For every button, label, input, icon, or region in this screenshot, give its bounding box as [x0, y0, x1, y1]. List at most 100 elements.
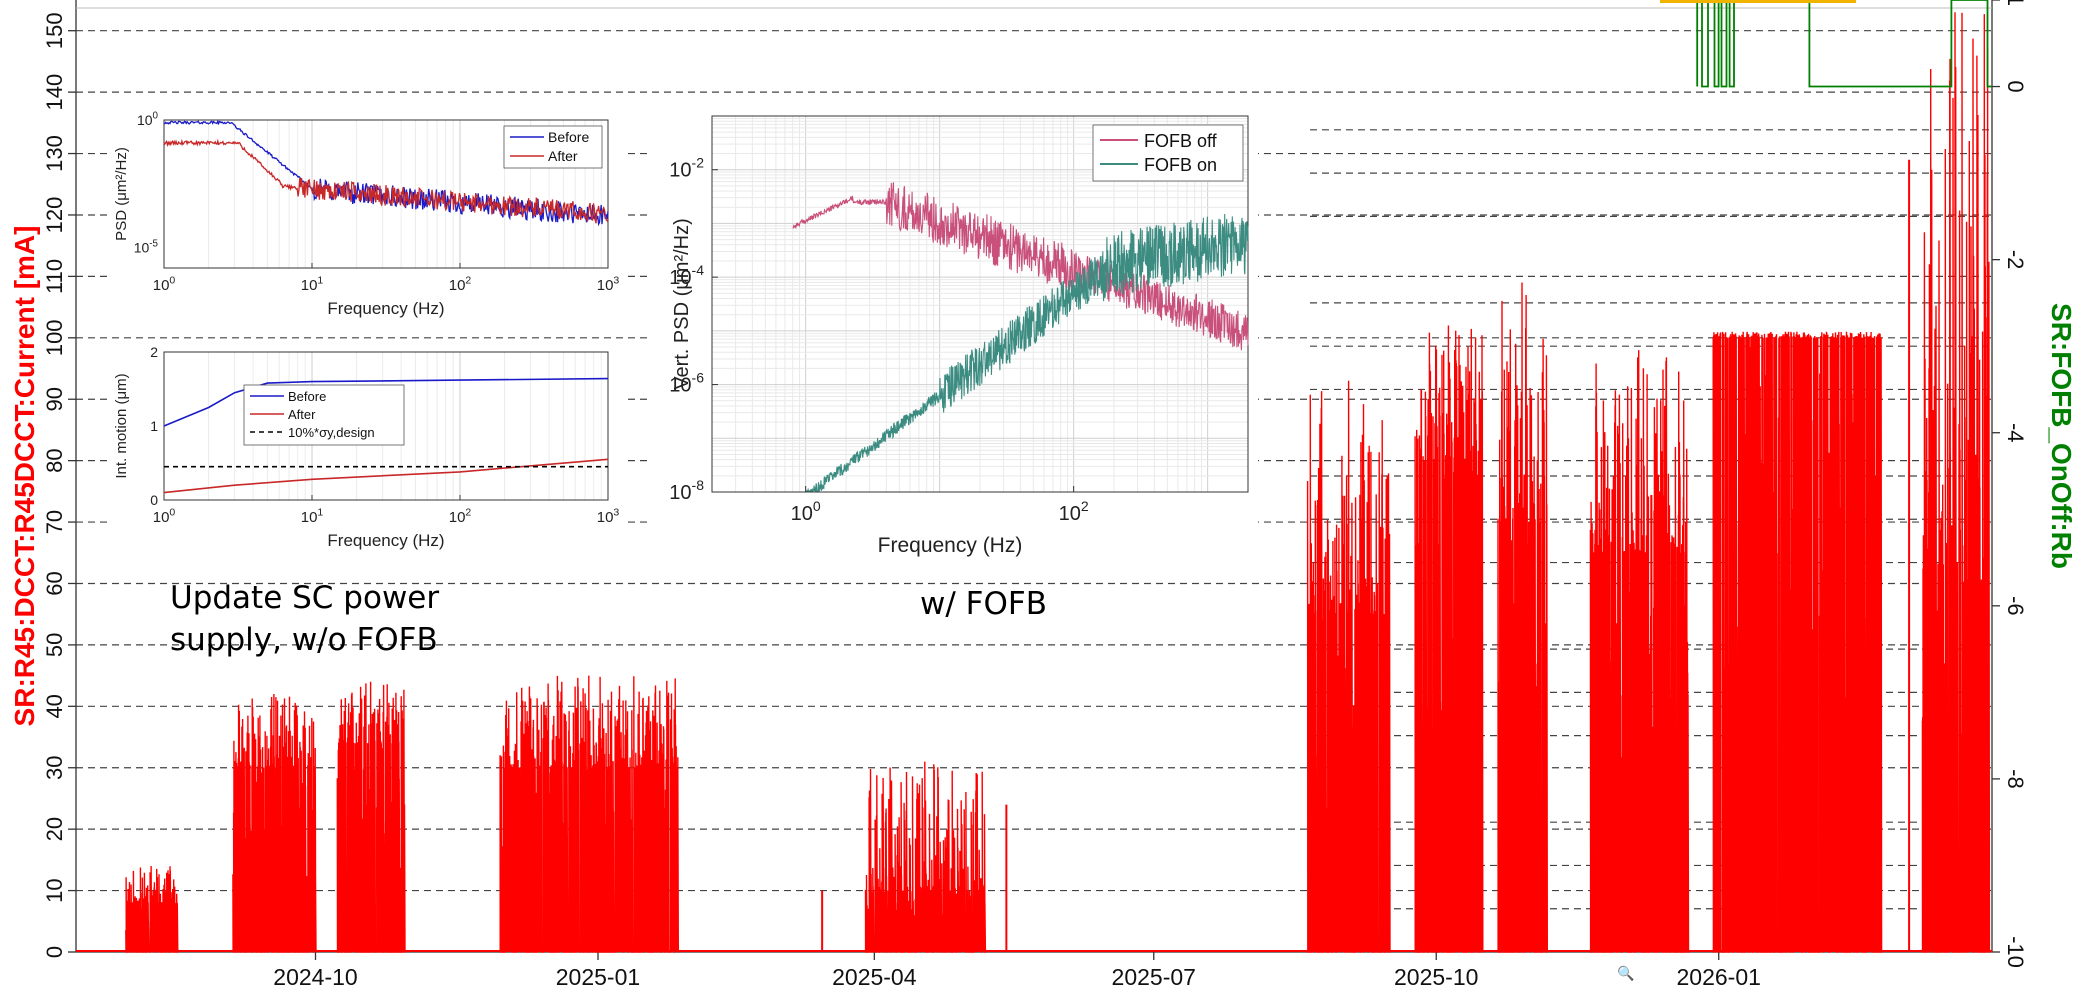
- inset-psd-legend-label: Before: [548, 129, 589, 145]
- inset-vpsd-xlabel: Frequency (Hz): [878, 534, 1023, 557]
- inset-vpsd-ytick-label: 10-4: [669, 262, 704, 289]
- current-segment: [864, 761, 987, 953]
- x-tick-label: 2024-10: [273, 964, 357, 990]
- inset-vpsd-frame: [711, 115, 1249, 493]
- current-segment: [499, 675, 680, 953]
- left-axis-label: SR:R45:DCCT:R45DCCT:Current [mA]: [9, 226, 40, 727]
- x-tick-label: 2025-04: [832, 964, 917, 990]
- inset-vpsd-xtick-label: 102: [1059, 498, 1089, 525]
- inset-vert-psd-panel: 100 102 10-8 10-6 10-4 10-2 Frequency (Hz) Vert…: [648, 110, 1258, 570]
- inset-psd-xtick-label: 101: [301, 274, 324, 294]
- inset-int-legend-label: After: [288, 407, 316, 422]
- series-current: [76, 12, 1992, 953]
- left-tick-label: 10: [42, 878, 67, 902]
- right-tick-label: -8: [2003, 769, 2028, 789]
- inset-vpsd-legend-label: FOFB off: [1144, 131, 1218, 151]
- inset-int-legend-label: Before: [288, 389, 326, 404]
- inset-int-xtick-label: 103: [597, 506, 620, 526]
- inset-psd-ytick-label: 10-5: [134, 238, 159, 255]
- inset-psd-chart: 100 101 102 103 100 10-5 Frequency (Hz) PSD (μm…: [113, 111, 620, 318]
- current-segment: [1589, 350, 1690, 953]
- right-tick-label: -10: [2003, 936, 2028, 968]
- left-tick-label: 110: [42, 259, 67, 294]
- inset-int-xtick-label: 102: [449, 506, 472, 526]
- inset-int-ytick-label: 0: [150, 492, 158, 508]
- inset-int-motion-chart: 100 101 102 103 0 1 2 Frequency (Hz) Int. motion…: [113, 344, 620, 550]
- fofb-step-line: [1696, 0, 1992, 88]
- inset-vpsd-ytick-label: 10-8: [669, 477, 704, 504]
- left-tick-label: 30: [42, 755, 67, 779]
- inset-vpsd-on-line: [805, 213, 1249, 493]
- inset-psd-xtick-label: 100: [153, 274, 176, 294]
- right-tick-label: -6: [2003, 596, 2028, 616]
- inset-psd-legend-label: After: [548, 148, 578, 164]
- left-tick-label: 150: [42, 12, 67, 49]
- inset-psd-panel: 100 101 102 103 100 10-5 Frequency (Hz) PSD (μm…: [108, 100, 628, 336]
- left-tick-label: 100: [42, 319, 67, 356]
- inset-vpsd-ytick-label: 10-2: [669, 155, 704, 182]
- current-segment: [1414, 325, 1484, 953]
- inset-vpsd-legend-label: FOFB on: [1144, 155, 1217, 175]
- left-tick-label: 40: [42, 694, 67, 718]
- x-tick-label: 2025-07: [1112, 964, 1196, 990]
- annotation-left-note: Update SC power supply, w/o FOFB: [170, 580, 440, 658]
- inset-int-legend-box: [243, 384, 405, 446]
- annotation-right-note: w/ FOFB: [920, 586, 1047, 622]
- inset-psd-frame: [163, 119, 609, 269]
- inset-vpsd-ylabel: Vert. PSD (μm²/Hz): [671, 218, 693, 390]
- inset-psd-legend: Before After: [503, 125, 603, 169]
- right-tick-label: 1: [2003, 0, 2028, 6]
- left-tick-label: 90: [42, 387, 67, 411]
- current-segment: [1306, 380, 1391, 953]
- inset-psd-xlabel: Frequency (Hz): [327, 299, 444, 318]
- inset-psd-xtick-label: 103: [597, 274, 620, 294]
- inset-vpsd-off-line: [792, 182, 1249, 351]
- inset-int-xtick-label: 101: [301, 506, 324, 526]
- inset-vpsd-legend: FOFB off FOFB on: [1092, 124, 1244, 182]
- current-segment: [1921, 12, 1991, 953]
- inset-int-ytick-label: 2: [150, 344, 158, 360]
- inset-vpsd-legend-box: [1092, 124, 1244, 182]
- highlight-bar: [1660, 0, 1856, 3]
- right-axis-label: SR:FOFB_OnOff:Rb: [2046, 303, 2077, 569]
- inset-vpsd-xtick-label: 100: [791, 498, 821, 525]
- inset-int-xtick-label: 100: [153, 506, 176, 526]
- right-tick-label: -2: [2003, 250, 2028, 270]
- left-tick-label: 60: [42, 571, 67, 595]
- left-tick-label: 70: [42, 510, 67, 534]
- series-fofb-onoff: [1696, 0, 1992, 88]
- left-tick-label: 140: [42, 74, 67, 111]
- left-tick-label: 130: [42, 135, 67, 172]
- left-tick-label: 0: [42, 946, 67, 958]
- x-tick-label: 2025-10: [1394, 964, 1478, 990]
- inset-int-line: [163, 458, 609, 494]
- left-tick-label: 50: [42, 633, 67, 657]
- left-tick-label: 20: [42, 817, 67, 841]
- current-segment: [1497, 282, 1549, 953]
- inset-int-legend-label: 10%*σy,design: [288, 425, 375, 440]
- inset-psd-xtick-label: 102: [449, 274, 472, 294]
- inset-vert-psd-chart: 100 102 10-8 10-6 10-4 10-2 Frequency (Hz) Vert…: [669, 115, 1249, 557]
- inset-int-legend: Before After 10%*σy,design: [243, 384, 405, 446]
- inset-psd-after-line: [163, 138, 609, 224]
- current-segment: [336, 681, 406, 953]
- magnifier-icon[interactable]: 🔍: [1617, 965, 1635, 981]
- current-segment: [232, 693, 317, 953]
- inset-int-line: [163, 377, 609, 427]
- inset-int-ylabel: Int. motion (μm): [113, 373, 130, 478]
- inset-psd-ylabel: PSD (μm²/Hz): [113, 147, 130, 241]
- inset-int-ytick-label: 1: [150, 418, 158, 434]
- x-tick-label: 2025-01: [556, 964, 640, 990]
- x-tick-label: 2026-01: [1677, 964, 1761, 990]
- left-tick-label: 120: [42, 197, 67, 234]
- inset-int-motion-panel: 100 101 102 103 0 1 2 Frequency (Hz) Int. motion…: [108, 340, 628, 562]
- current-segment: [125, 865, 179, 953]
- inset-psd-legend-box: [503, 125, 603, 169]
- inset-psd-ytick-label: 100: [137, 111, 159, 128]
- inset-int-xlabel: Frequency (Hz): [327, 531, 444, 550]
- right-tick-label: -4: [2003, 423, 2028, 443]
- right-tick-label: 0: [2003, 80, 2028, 92]
- left-tick-label: 80: [42, 448, 67, 472]
